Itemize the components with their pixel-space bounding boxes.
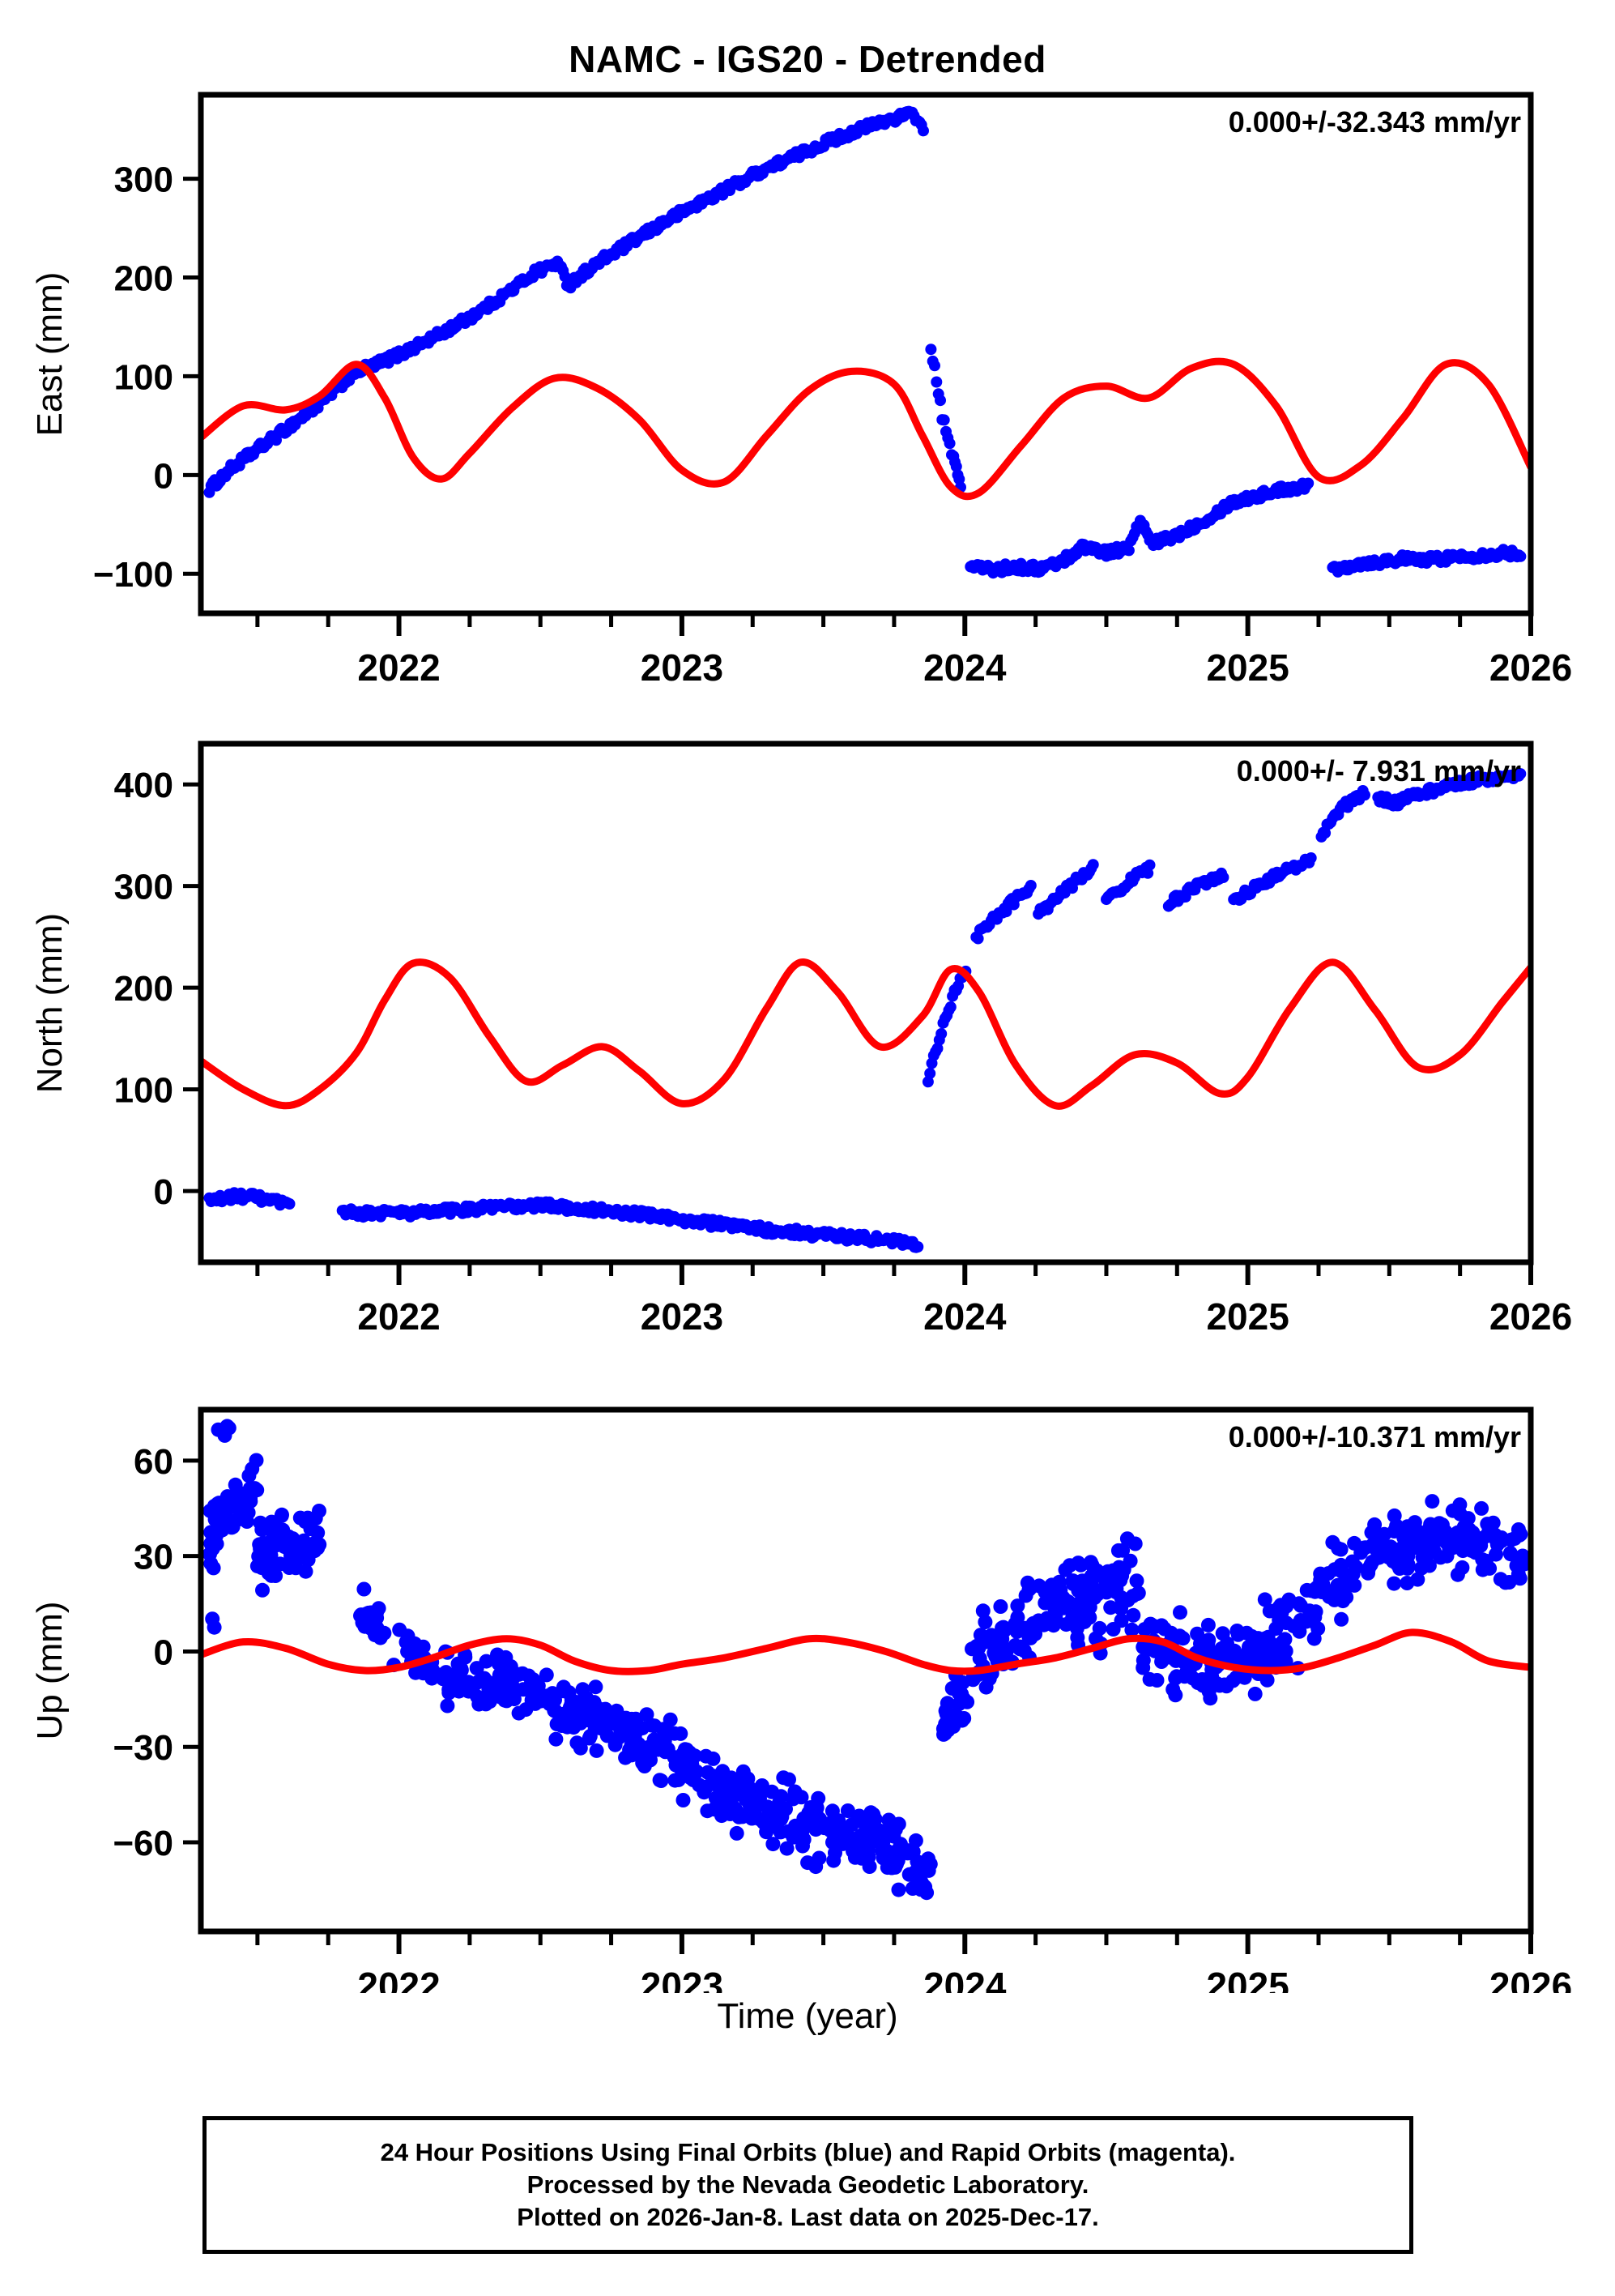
x-axis-title: Time (year) [717, 1996, 898, 2036]
y-tick-label: 300 [114, 868, 173, 907]
x-tick-label: 2023 [641, 1295, 723, 1338]
y-tick-label: 200 [114, 969, 173, 1009]
caption-line-3: Plotted on 2026-Jan-8. Last data on 2025… [517, 2203, 1099, 2232]
data-layer [201, 105, 1531, 579]
y-tick-label: 0 [154, 1632, 173, 1672]
observation-points [203, 105, 1527, 579]
x-tick-label: 2025 [1206, 1295, 1289, 1338]
plot-frame [198, 1406, 1534, 1935]
x-tick-label: 2025 [1206, 1965, 1289, 1993]
rate-annotation: 0.000+/- 7.931 mm/yr [1237, 754, 1521, 787]
y-tick-label: 0 [154, 1172, 173, 1212]
model-curve [201, 1628, 1531, 1675]
y-axis-label: East (mm) [30, 272, 70, 437]
x-tick-label: 2023 [641, 647, 723, 689]
x-tick-label: 2022 [357, 647, 440, 689]
x-tick-label: 2026 [1489, 1965, 1572, 1993]
page-title: NAMC - IGS20 - Detrended [569, 38, 1046, 80]
x-tick-label: 2026 [1489, 647, 1572, 689]
panel-up: −60 −30 0 30 60 Up (mm) 2022 2023 2024 2025 2026 0.… [0, 1377, 1615, 1993]
x-axis: 2022 2023 2024 2025 2026 [255, 613, 1572, 689]
panel-north: 0 100 200 300 400 North (mm) 2022 2023 2024 2025 2… [0, 713, 1615, 1377]
panel-east: −100 0 100 200 300 East (mm) 2022 2023 2024 2025 2… [0, 65, 1615, 713]
model-curve [201, 357, 1531, 501]
x-tick-label: 2023 [641, 1965, 723, 1993]
y-tick-label: 60 [134, 1442, 173, 1482]
plot-frame [198, 92, 1534, 617]
x-tick-label: 2024 [923, 647, 1007, 689]
y-tick-label: 100 [114, 357, 173, 397]
rate-annotation: 0.000+/-10.371 mm/yr [1229, 1420, 1521, 1453]
y-tick-label: −30 [113, 1728, 173, 1768]
y-tick-label: 400 [114, 766, 173, 805]
y-axis: 0 100 200 300 400 North (mm) [30, 766, 201, 1212]
x-tick-label: 2022 [357, 1295, 440, 1338]
caption-line-2: Processed by the Nevada Geodetic Laborat… [526, 2170, 1089, 2199]
model-curve [201, 958, 1531, 1110]
caption-line-1: 24 Hour Positions Using Final Orbits (bl… [380, 2137, 1236, 2166]
y-tick-label: 200 [114, 259, 173, 299]
y-axis-label: Up (mm) [30, 1601, 70, 1739]
x-tick-label: 2022 [357, 1965, 440, 1993]
y-axis: −60 −30 0 30 60 Up (mm) [30, 1442, 201, 1863]
y-tick-label: 300 [114, 160, 173, 200]
rate-annotation: 0.000+/-32.343 mm/yr [1229, 105, 1521, 139]
data-layer [201, 1419, 1531, 1901]
x-axis: 2022 2023 2024 2025 2026 [255, 1931, 1572, 1993]
caption-box: 24 Hour Positions Using Final Orbits (bl… [202, 2116, 1413, 2254]
observation-points [203, 768, 1527, 1253]
y-tick-label: −60 [113, 1824, 173, 1863]
chart-up: −60 −30 0 30 60 Up (mm) 2022 2023 2024 2025 2026 0.… [30, 1406, 1572, 1993]
x-tick-label: 2024 [923, 1295, 1007, 1338]
plot-frame [198, 740, 1534, 1265]
y-tick-label: −100 [93, 555, 173, 595]
y-tick-label: 100 [114, 1071, 173, 1111]
data-layer [201, 768, 1531, 1253]
y-axis-label: North (mm) [30, 913, 70, 1093]
x-tick-label: 2024 [923, 1965, 1007, 1993]
x-tick-label: 2026 [1489, 1295, 1572, 1338]
x-tick-label: 2025 [1206, 647, 1289, 689]
x-axis: 2022 2023 2024 2025 2026 [255, 1262, 1572, 1338]
y-tick-label: 0 [154, 456, 173, 496]
y-axis: −100 0 100 200 300 East (mm) [30, 160, 201, 595]
y-tick-label: 30 [134, 1538, 173, 1577]
